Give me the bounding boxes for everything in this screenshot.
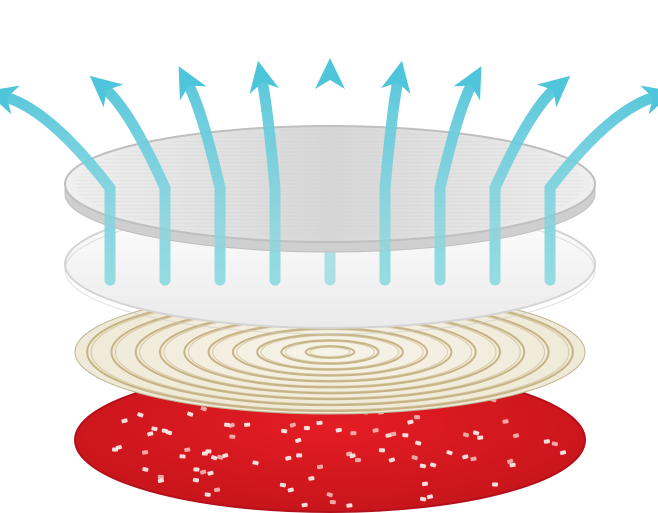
- layered-heat-flow-diagram: [0, 0, 658, 513]
- flow-arrowhead-icon: [454, 59, 495, 100]
- flow-arrowhead-icon: [165, 59, 206, 100]
